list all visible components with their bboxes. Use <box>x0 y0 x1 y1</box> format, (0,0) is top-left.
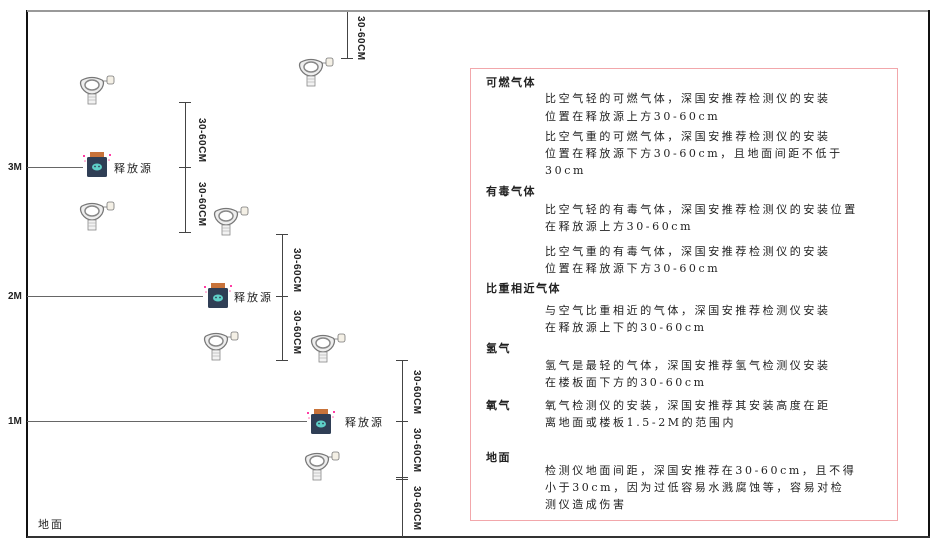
guideline-text: 位置在释放源下方30-60cm，且地面间距不低于 <box>545 147 843 160</box>
section-title-hydrogen: 氢气 <box>486 342 511 355</box>
frame-right-wall <box>928 10 930 538</box>
installation-guidelines-panel <box>470 68 898 521</box>
gas-detector-icon <box>78 74 118 106</box>
guideline-text: 比空气轻的有毒气体，深国安推荐检测仪的安装位置 <box>545 203 858 216</box>
dimension-tick <box>179 167 191 168</box>
guideline-text: 位置在释放源下方30-60cm <box>545 262 721 275</box>
dimension-tick <box>396 477 408 478</box>
guideline-text: 30cm <box>545 164 586 177</box>
guideline-text: 在释放源上方30-60cm <box>545 220 694 233</box>
section-title-oxygen: 氧气 <box>486 399 511 412</box>
dimension-label: 30-60CM <box>411 428 422 473</box>
guideline-text: 位置在释放源上方30-60cm <box>545 110 721 123</box>
dimension-tick <box>396 421 408 422</box>
guideline-text: 离地面或楼板1.5-2M的范围内 <box>545 416 737 429</box>
guideline-text: 与空气比重相近的气体，深国安推荐检测仪安装 <box>545 304 831 317</box>
dimension-line <box>282 234 283 360</box>
dimension-tick <box>276 296 288 297</box>
gas-detector-icon <box>297 56 337 88</box>
level-1m-label: 1M <box>8 416 22 427</box>
dimension-tick <box>276 234 288 235</box>
gas-detector-icon <box>212 205 252 237</box>
level-3m-line <box>27 167 83 168</box>
frame-floor <box>27 536 930 538</box>
dimension-tick <box>179 102 191 103</box>
dimension-tick <box>276 360 288 361</box>
section-title-ground: 地面 <box>486 451 511 464</box>
guideline-text: 氧气检测仪的安装，深国安推荐其安装高度在距 <box>545 399 831 412</box>
dimension-label: 30-60CM <box>291 310 302 355</box>
guideline-text: 比空气重的可燃气体，深国安推荐检测仪的安装 <box>545 130 831 143</box>
dimension-line <box>402 360 403 537</box>
guideline-text: 检测仪地面间距，深国安推荐在30-60cm，且不得 <box>545 464 857 477</box>
gas-detector-icon <box>78 200 118 232</box>
dimension-label: 30-60CM <box>291 248 302 293</box>
release-source-icon <box>203 282 233 310</box>
guideline-text: 氢气是最轻的气体，深国安推荐氢气检测仪安装 <box>545 359 831 372</box>
dimension-label: 30-60CM <box>355 16 366 61</box>
dimension-line <box>347 12 348 58</box>
dimension-label: 30-60CM <box>196 182 207 227</box>
gas-detector-icon <box>309 332 349 364</box>
dimension-label: 30-60CM <box>196 118 207 163</box>
guideline-text: 在楼板面下方的30-60cm <box>545 376 707 389</box>
dimension-label: 30-60CM <box>411 486 422 531</box>
guideline-text: 比空气重的有毒气体，深国安推荐检测仪的安装 <box>545 245 831 258</box>
section-title-combustible: 可燃气体 <box>486 76 536 89</box>
frame-ceiling <box>27 10 930 12</box>
ground-label: 地面 <box>38 518 64 531</box>
level-3m-label: 3M <box>8 162 22 173</box>
guideline-text: 在释放源上下的30-60cm <box>545 321 707 334</box>
guideline-text: 小于30cm，因为过低容易水溅腐蚀等，容易对检 <box>545 481 845 494</box>
guideline-text: 比空气轻的可燃气体，深国安推荐检测仪的安装 <box>545 92 831 105</box>
release-source-label: 释放源 <box>345 416 384 429</box>
dimension-tick <box>396 360 408 361</box>
level-2m-line <box>27 296 203 297</box>
release-source-label: 释放源 <box>234 291 273 304</box>
guideline-text: 测仪造成伤害 <box>545 498 627 511</box>
dimension-tick <box>396 479 408 480</box>
section-title-toxic: 有毒气体 <box>486 185 536 198</box>
release-source-icon <box>306 408 336 436</box>
release-source-icon <box>82 151 112 179</box>
dimension-label: 30-60CM <box>411 370 422 415</box>
section-title-similar-density: 比重相近气体 <box>486 282 561 295</box>
level-1m-line <box>27 421 307 422</box>
frame-left-wall <box>26 10 28 538</box>
dimension-tick <box>341 58 353 59</box>
gas-detector-icon <box>303 450 343 482</box>
release-source-label: 释放源 <box>114 162 153 175</box>
gas-detector-icon <box>202 330 242 362</box>
dimension-tick <box>179 232 191 233</box>
level-2m-label: 2M <box>8 291 22 302</box>
